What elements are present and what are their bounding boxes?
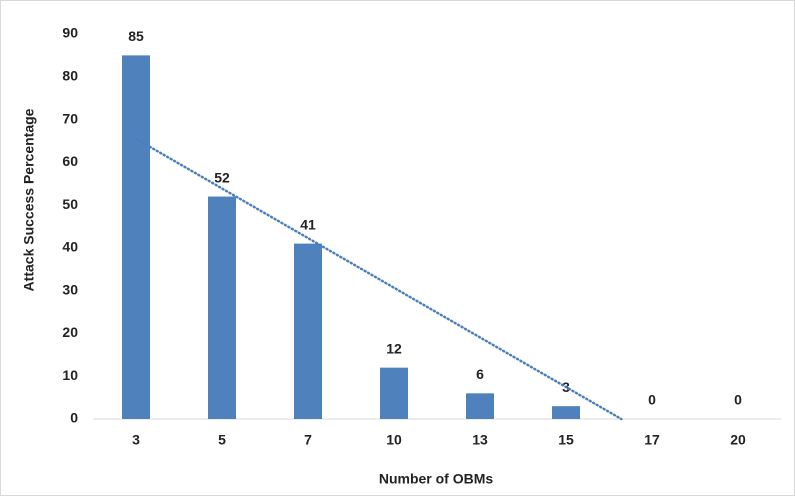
bar	[208, 196, 236, 419]
x-tick-label: 17	[644, 432, 660, 448]
bar	[122, 55, 150, 420]
x-tick-label: 10	[386, 432, 402, 448]
x-tick-label: 15	[558, 432, 574, 448]
value-label: 0	[648, 392, 656, 408]
y-tick-label: 80	[62, 67, 78, 83]
x-axis-label: Number of OBMs	[379, 471, 494, 487]
value-label: 85	[128, 28, 144, 44]
y-tick-label: 20	[62, 324, 78, 340]
value-label: 12	[386, 340, 402, 356]
y-tick-label: 0	[70, 410, 78, 426]
x-tick-label: 20	[730, 432, 746, 448]
bar	[552, 406, 580, 419]
bar	[466, 393, 494, 419]
y-axis-label: Attack Success Percentage	[21, 108, 37, 291]
x-tick-label: 7	[304, 432, 312, 448]
y-tick-label: 50	[62, 196, 78, 212]
y-tick-label: 10	[62, 367, 78, 383]
value-label: 52	[214, 169, 230, 185]
x-tick-label: 5	[218, 432, 226, 448]
value-label: 6	[476, 366, 484, 382]
y-tick-label: 40	[62, 239, 78, 255]
trendline	[134, 137, 623, 421]
bar	[380, 367, 408, 419]
value-label: 0	[734, 392, 742, 408]
y-tick-label: 70	[62, 110, 78, 126]
y-tick-label: 90	[62, 25, 78, 41]
x-tick-label: 3	[132, 432, 140, 448]
y-tick-label: 30	[62, 281, 78, 297]
bar	[294, 243, 322, 419]
x-tick-label: 13	[472, 432, 488, 448]
value-label: 41	[300, 216, 316, 232]
y-tick-label: 60	[62, 153, 78, 169]
